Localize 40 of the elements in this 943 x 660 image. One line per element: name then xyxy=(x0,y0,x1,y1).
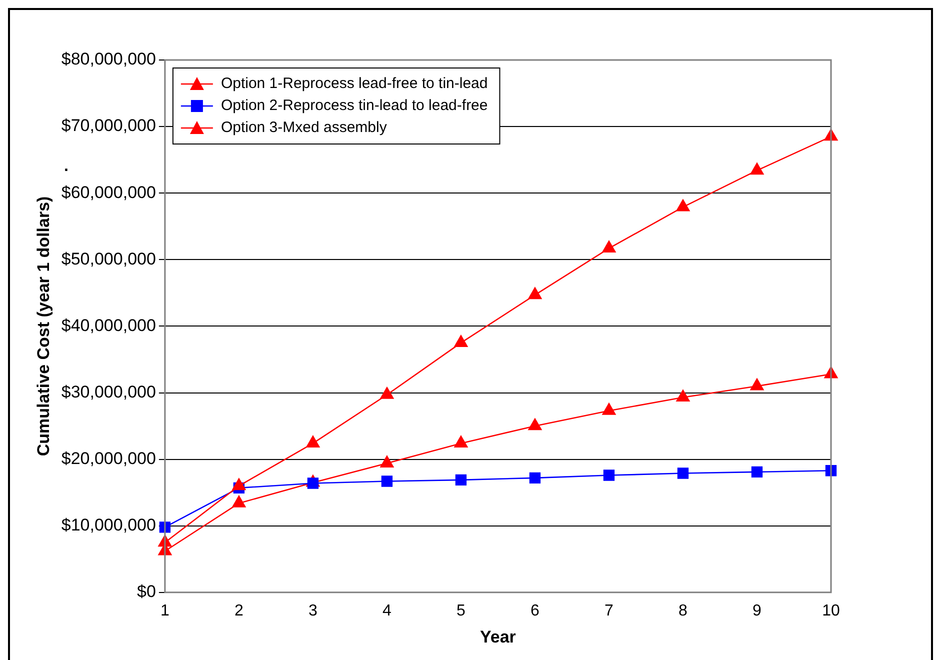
y-tick-label: $60,000,000 xyxy=(61,182,156,202)
point xyxy=(750,162,764,175)
text: . xyxy=(64,158,68,176)
point xyxy=(306,436,320,448)
point xyxy=(750,378,764,390)
legend-label: Option 1-Reprocess lead-free to tin-lead xyxy=(220,75,488,92)
y-tick-label: $40,000,000 xyxy=(61,316,156,335)
legend-label: Option 2-Reprocess tin-lead to lead-free xyxy=(220,97,488,114)
point xyxy=(602,240,616,252)
x-tick-label: 5 xyxy=(456,602,466,620)
y-tick-label: $0 xyxy=(137,582,156,602)
point xyxy=(676,199,690,212)
x-tick-label: 3 xyxy=(308,602,318,620)
y-axis-title: Cumulative Cost (year 1 dollars) xyxy=(34,196,53,456)
point xyxy=(380,456,394,468)
point xyxy=(454,335,468,347)
y-tick-label: $70,000,000 xyxy=(61,116,156,136)
point xyxy=(676,390,690,402)
x-tick-label: 8 xyxy=(678,602,688,620)
x-tick-label: 2 xyxy=(234,602,244,620)
x-tick-label: 1 xyxy=(160,602,170,620)
y-tick-label: $50,000,000 xyxy=(61,249,156,268)
point xyxy=(380,387,394,399)
y-tick-label: $10,000,000 xyxy=(61,516,156,535)
point xyxy=(232,478,246,490)
point xyxy=(528,287,542,300)
x-axis-title: Year xyxy=(480,627,516,646)
point xyxy=(602,403,616,415)
legend-label: Option 3-Mxed assembly xyxy=(220,119,388,136)
y-tick-label: $30,000,000 xyxy=(61,382,156,402)
x-tick-label: 10 xyxy=(822,602,840,620)
y-tick-label: $80,000,000 xyxy=(61,50,156,69)
x-tick-label: 9 xyxy=(752,602,762,620)
x-tick-label: 6 xyxy=(530,602,540,620)
y-tick-label: $20,000,000 xyxy=(61,448,156,468)
point xyxy=(528,418,542,430)
x-tick-label: 4 xyxy=(382,602,392,620)
point xyxy=(232,496,246,508)
point xyxy=(454,436,468,448)
x-tick-label: 7 xyxy=(604,602,614,620)
